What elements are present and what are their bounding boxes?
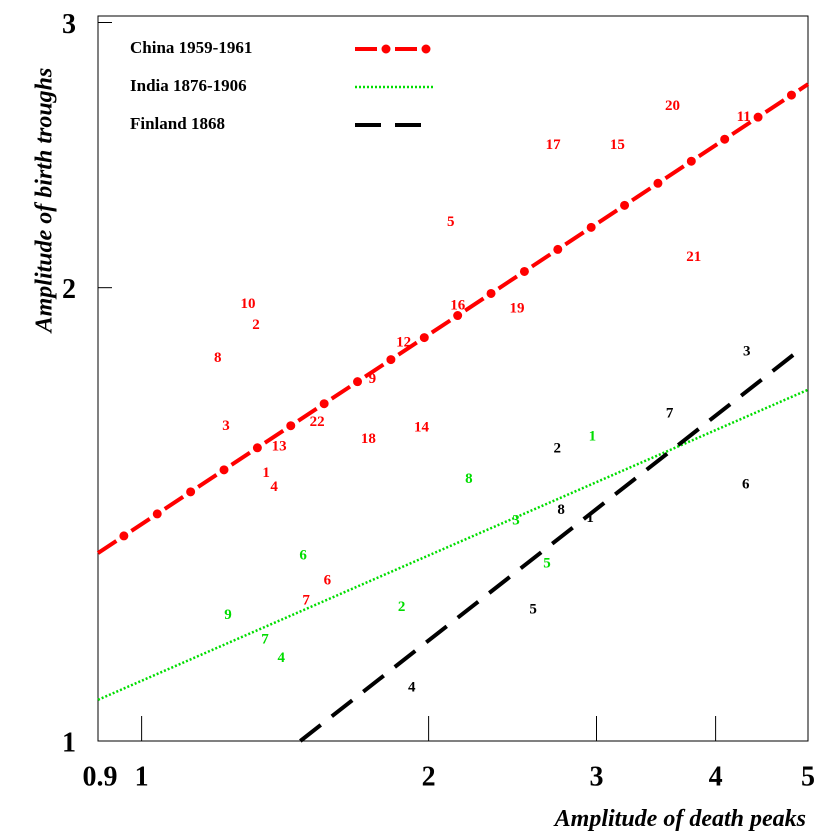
point-label: 6	[742, 476, 750, 492]
fit-line	[299, 350, 799, 743]
point-label: 6	[324, 573, 332, 589]
point-label: 18	[361, 431, 376, 447]
x-tick-label: 1	[135, 761, 149, 792]
x-axis-label: Amplitude of death peaks	[553, 806, 806, 832]
point-label: 2	[398, 599, 406, 615]
point-label: 9	[224, 607, 232, 623]
point-label: 11	[737, 109, 751, 125]
point-label: 21	[686, 249, 701, 265]
point-label: 22	[310, 414, 325, 430]
point-label: 12	[396, 334, 411, 350]
x-tick-label: 5	[801, 761, 815, 792]
point-label: 4	[277, 650, 285, 666]
x-tick-label: 4	[709, 761, 723, 792]
point-label: 7	[302, 592, 310, 608]
fit-line	[97, 388, 809, 701]
point-label: 8	[214, 350, 222, 366]
x-tick-label: 0.9	[83, 761, 118, 792]
point-label: 5	[447, 214, 455, 230]
point-label: 1	[586, 510, 594, 526]
point-label: 5	[543, 555, 551, 571]
point-label: 2	[554, 440, 562, 456]
point-label: 1	[589, 428, 597, 444]
y-tick-label: 1	[62, 727, 76, 758]
point-label: 8	[557, 502, 565, 518]
point-label: 14	[414, 419, 430, 435]
point-label: 3	[743, 343, 751, 359]
point-label: 20	[665, 98, 680, 114]
point-label: 3	[222, 418, 230, 434]
point-label: 13	[272, 438, 287, 454]
point-label: 8	[465, 471, 473, 487]
point-label: 7	[666, 405, 674, 421]
point-label: 4	[408, 680, 416, 696]
point-label: 19	[510, 300, 525, 316]
point-label: 17	[546, 137, 562, 153]
legend-label: India 1876-1906	[130, 76, 247, 95]
point-label: 7	[261, 631, 269, 647]
x-tick-label: 3	[589, 761, 603, 792]
point-label: 2	[252, 317, 260, 333]
fit-line-dots	[93, 79, 813, 558]
x-tick-label: 2	[422, 761, 436, 792]
point-label: 1	[262, 465, 270, 481]
fit-line	[96, 82, 810, 555]
point-label: 10	[241, 296, 256, 312]
legend-label: Finland 1868	[130, 114, 225, 133]
legend-label: China 1959-1961	[130, 38, 252, 57]
point-label: 9	[369, 371, 377, 387]
point-label: 6	[299, 547, 307, 563]
point-label: 15	[610, 137, 625, 153]
point-label: 4	[270, 479, 278, 495]
y-tick-label: 3	[62, 9, 76, 40]
plot-frame	[97, 15, 809, 742]
y-tick-label: 2	[62, 274, 76, 305]
y-axis-label: Amplitude of birth troughs	[32, 68, 58, 335]
point-label: 5	[529, 601, 537, 617]
point-label: 3	[512, 512, 520, 528]
point-label: 16	[450, 297, 466, 313]
